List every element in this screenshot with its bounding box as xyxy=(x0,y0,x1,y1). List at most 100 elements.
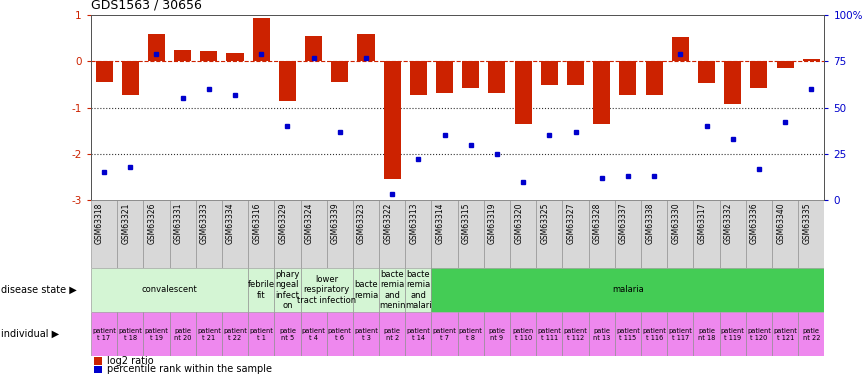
Bar xyxy=(95,61,113,82)
Bar xyxy=(91,312,117,356)
Bar xyxy=(91,200,117,268)
Bar xyxy=(798,200,824,268)
Text: patient
t 6: patient t 6 xyxy=(328,327,352,340)
Bar xyxy=(514,61,532,124)
Bar xyxy=(567,61,584,85)
Bar xyxy=(91,268,248,312)
Bar xyxy=(279,61,296,100)
Text: bacte
remia: bacte remia xyxy=(354,280,378,300)
Text: GSM63332: GSM63332 xyxy=(724,203,733,244)
Text: GSM63324: GSM63324 xyxy=(305,203,313,244)
Bar xyxy=(484,312,510,356)
Bar xyxy=(777,61,793,68)
Bar xyxy=(563,200,589,268)
Text: GSM63320: GSM63320 xyxy=(514,203,523,244)
Bar xyxy=(720,312,746,356)
Bar xyxy=(405,200,431,268)
Bar xyxy=(484,200,510,268)
Text: GSM63313: GSM63313 xyxy=(410,203,418,244)
Text: patient
t 117: patient t 117 xyxy=(669,327,692,340)
Bar xyxy=(174,50,191,61)
Text: GSM63340: GSM63340 xyxy=(776,203,785,244)
Text: GSM63337: GSM63337 xyxy=(619,203,628,244)
Text: patient
t 115: patient t 115 xyxy=(616,327,640,340)
Text: patient
t 116: patient t 116 xyxy=(643,327,666,340)
Bar xyxy=(379,268,405,312)
Bar xyxy=(772,312,798,356)
Text: GSM63336: GSM63336 xyxy=(750,203,759,244)
Text: patient
t 21: patient t 21 xyxy=(197,327,221,340)
Text: GSM63331: GSM63331 xyxy=(173,203,183,244)
Text: patient
t 4: patient t 4 xyxy=(301,327,326,340)
Text: GSM63326: GSM63326 xyxy=(147,203,157,244)
Text: GSM63334: GSM63334 xyxy=(226,203,235,244)
Text: GSM63327: GSM63327 xyxy=(566,203,576,244)
Bar xyxy=(353,312,379,356)
Text: individual ▶: individual ▶ xyxy=(1,329,59,339)
Bar xyxy=(462,61,479,88)
Bar xyxy=(720,200,746,268)
Bar xyxy=(248,312,275,356)
Text: GSM63330: GSM63330 xyxy=(671,203,681,244)
Text: patient
t 7: patient t 7 xyxy=(433,327,456,340)
Bar xyxy=(431,268,824,312)
Text: patient
t 112: patient t 112 xyxy=(564,327,587,340)
Bar xyxy=(458,312,484,356)
Bar xyxy=(667,312,694,356)
Bar xyxy=(536,312,563,356)
Bar xyxy=(305,36,322,61)
Bar xyxy=(332,61,348,82)
Text: percentile rank within the sample: percentile rank within the sample xyxy=(107,364,272,374)
Text: log2 ratio: log2 ratio xyxy=(107,356,153,366)
Text: GSM63318: GSM63318 xyxy=(95,203,104,244)
Bar xyxy=(379,312,405,356)
Text: GSM63315: GSM63315 xyxy=(462,203,471,244)
Text: patient
t 22: patient t 22 xyxy=(223,327,247,340)
Text: patient
t 120: patient t 120 xyxy=(747,327,771,340)
Bar xyxy=(589,312,615,356)
Bar xyxy=(353,200,379,268)
Bar xyxy=(667,200,694,268)
Text: GDS1563 / 30656: GDS1563 / 30656 xyxy=(91,0,202,11)
Bar xyxy=(122,61,139,94)
Bar xyxy=(694,312,720,356)
Bar xyxy=(615,312,641,356)
Bar xyxy=(301,200,326,268)
Bar xyxy=(431,312,458,356)
Text: GSM63314: GSM63314 xyxy=(436,203,444,244)
Text: patient
t 19: patient t 19 xyxy=(145,327,168,340)
Text: patient
t 17: patient t 17 xyxy=(92,327,116,340)
Text: convalescent: convalescent xyxy=(142,285,197,294)
Text: patie
nt 5: patie nt 5 xyxy=(279,327,296,340)
Text: GSM63323: GSM63323 xyxy=(357,203,366,244)
Bar xyxy=(326,200,353,268)
Text: patie
nt 13: patie nt 13 xyxy=(593,327,611,340)
Text: GSM63322: GSM63322 xyxy=(383,203,392,244)
Text: lower
respiratory
tract infection: lower respiratory tract infection xyxy=(297,275,356,305)
Bar xyxy=(200,51,217,61)
Bar xyxy=(117,312,143,356)
Bar xyxy=(248,268,275,312)
Bar xyxy=(358,34,374,61)
Text: bacte
remia
and
malari: bacte remia and malari xyxy=(405,270,431,310)
Bar xyxy=(798,312,824,356)
Bar xyxy=(646,61,662,94)
Text: patient
t 14: patient t 14 xyxy=(406,327,430,340)
Bar xyxy=(117,200,143,268)
Text: GSM63325: GSM63325 xyxy=(540,203,549,244)
Text: patient
t 1: patient t 1 xyxy=(249,327,273,340)
Text: phary
ngeal
infect
on: phary ngeal infect on xyxy=(275,270,300,310)
Bar xyxy=(379,200,405,268)
Bar xyxy=(405,312,431,356)
Text: GSM63338: GSM63338 xyxy=(645,203,654,244)
Bar xyxy=(253,18,269,61)
Bar xyxy=(746,200,772,268)
Text: patient
t 3: patient t 3 xyxy=(354,327,378,340)
Bar xyxy=(301,312,326,356)
Text: GSM63321: GSM63321 xyxy=(121,203,130,244)
Bar xyxy=(170,312,196,356)
Text: febrile
fit: febrile fit xyxy=(248,280,275,300)
Bar xyxy=(615,200,641,268)
Bar xyxy=(593,61,611,124)
Text: GSM63317: GSM63317 xyxy=(697,203,707,244)
